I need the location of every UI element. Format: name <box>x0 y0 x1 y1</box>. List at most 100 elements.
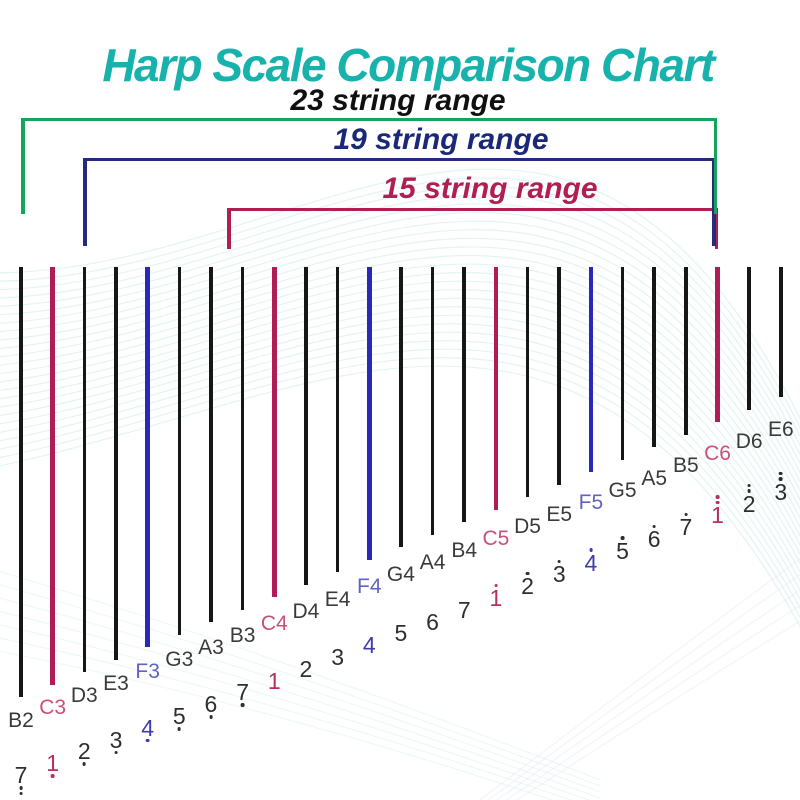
string-line-C6 <box>715 267 720 422</box>
string-line-A5 <box>652 267 656 447</box>
jianpu-number-D5: 2 <box>521 564 534 608</box>
note-label-E5: E5 <box>546 502 573 526</box>
jianpu-digit: 2 <box>521 573 534 600</box>
jianpu-number-F3: 4 <box>141 706 154 750</box>
string-line-A3 <box>209 267 213 622</box>
jianpu-digit: 5 <box>616 537 629 564</box>
octave-dot <box>209 715 213 719</box>
note-label-G5: G5 <box>608 478 637 502</box>
note-label-G3: G3 <box>165 648 194 671</box>
jianpu-digit: 1 <box>46 750 60 777</box>
string-line-D6 <box>747 267 751 410</box>
jianpu-digit: 3 <box>552 561 566 588</box>
jianpu-digit: 3 <box>774 478 788 505</box>
range-23-label: 23 string range <box>290 84 506 117</box>
note-label-E3: E3 <box>103 672 129 696</box>
jianpu-digit: 3 <box>109 726 123 753</box>
bracket-15-left-end <box>227 208 231 249</box>
jianpu-number-C5: 1 <box>489 576 502 620</box>
note-label-C4: C4 <box>260 611 288 635</box>
jianpu-number-E5: 3 <box>553 552 566 596</box>
octave-dot <box>779 477 783 481</box>
jianpu-number-A5: 6 <box>648 517 661 561</box>
note-label-A3: A3 <box>198 635 224 659</box>
range-15-label: 15 string range <box>382 172 598 205</box>
string-line-C5 <box>493 267 499 510</box>
jianpu-number-E6: 3 <box>774 470 787 514</box>
octave-dot <box>557 559 561 564</box>
note-label-C5: C5 <box>482 527 510 550</box>
jianpu-digit: 7 <box>679 514 693 541</box>
bracket-15-right-end <box>714 208 718 249</box>
note-label-F3: F3 <box>135 660 160 684</box>
string-line-B4 <box>462 267 466 522</box>
octave-dot <box>652 524 656 528</box>
octave-dot <box>525 571 530 576</box>
octave-dot <box>82 762 87 766</box>
octave-dot <box>177 727 182 731</box>
note-label-G4: G4 <box>386 563 415 587</box>
jianpu-number-D3: 2 <box>78 729 91 773</box>
jianpu-number-G4: 5 <box>395 611 408 655</box>
jianpu-digit: 5 <box>172 703 186 729</box>
string-line-E3 <box>114 267 118 660</box>
jianpu-number-B3: 7 <box>236 670 249 714</box>
octave-dot <box>114 750 118 755</box>
string-line-D3 <box>82 267 87 672</box>
octave-dot <box>620 536 625 540</box>
note-label-C3: C3 <box>39 696 67 720</box>
jianpu-number-F4: 4 <box>363 623 376 667</box>
string-line-G3 <box>177 267 182 635</box>
jianpu-digit: 1 <box>267 667 281 694</box>
note-label-D5: D5 <box>514 514 541 538</box>
jianpu-number-B4: 7 <box>458 588 471 632</box>
string-line-D4 <box>304 267 308 585</box>
jianpu-number-G3: 5 <box>173 694 186 738</box>
string-line-C4 <box>272 267 277 597</box>
jianpu-digit: 3 <box>331 644 344 670</box>
note-label-C6: C6 <box>704 442 731 466</box>
octave-dot <box>19 786 23 790</box>
jianpu-digit: 1 <box>489 585 503 611</box>
jianpu-digit: 7 <box>457 596 471 623</box>
string-line-E6 <box>779 267 783 397</box>
note-label-D4: D4 <box>292 599 320 623</box>
jianpu-digit: 5 <box>394 620 408 647</box>
string-line-E5 <box>557 267 561 485</box>
jianpu-number-B5: 7 <box>679 505 692 549</box>
jianpu-digit: 2 <box>77 738 91 765</box>
jianpu-number-E3: 3 <box>109 718 123 762</box>
bracket-19-horizontal <box>83 158 715 161</box>
note-label-F4: F4 <box>356 575 382 599</box>
string-line-C3 <box>50 267 55 685</box>
string-line-F4 <box>367 267 372 560</box>
jianpu-digit: 1 <box>711 502 724 529</box>
jianpu-number-D4: 2 <box>300 647 313 691</box>
range-19-label: 19 string range <box>333 123 549 156</box>
note-label-D6: D6 <box>735 430 763 454</box>
jianpu-number-G5: 5 <box>616 529 629 573</box>
octave-dot <box>240 703 245 707</box>
jianpu-digit: 2 <box>742 490 756 517</box>
jianpu-number-D6: 2 <box>743 482 756 526</box>
note-label-E4: E4 <box>324 587 351 611</box>
octave-dot <box>145 738 150 743</box>
octave-dot <box>494 583 498 587</box>
jianpu-digit: 4 <box>362 632 376 659</box>
string-line-G5 <box>620 267 625 460</box>
octave-dot <box>747 489 751 493</box>
jianpu-digit: 6 <box>426 608 439 635</box>
note-label-E6: E6 <box>767 418 794 442</box>
jianpu-number-A3: 6 <box>205 682 217 726</box>
note-label-B2: B2 <box>8 708 34 732</box>
string-line-D5 <box>525 267 530 497</box>
note-label-A4: A4 <box>419 551 446 575</box>
string-line-E4 <box>335 267 340 572</box>
jianpu-digit: 4 <box>141 714 155 741</box>
note-label-A5: A5 <box>641 466 668 490</box>
jianpu-digit: 7 <box>236 679 250 706</box>
octave-dot <box>589 548 593 552</box>
note-label-B4: B4 <box>451 539 478 563</box>
octave-dot <box>779 471 783 476</box>
